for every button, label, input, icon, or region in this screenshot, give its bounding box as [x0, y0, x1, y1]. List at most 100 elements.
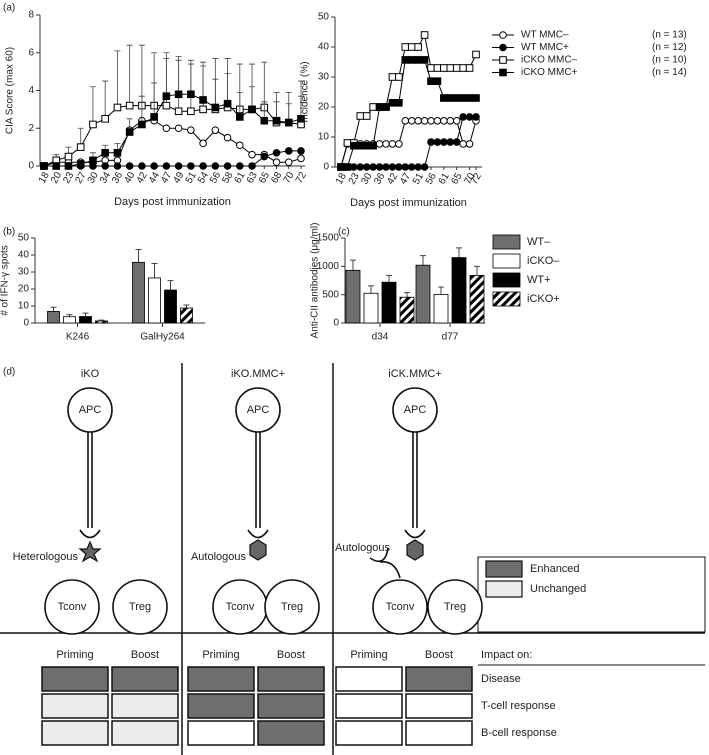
marker	[433, 117, 442, 125]
marker	[248, 150, 256, 159]
marker	[388, 163, 397, 171]
x-tick-label: d34	[372, 332, 389, 343]
marker	[162, 101, 171, 110]
x-tick-label: 70	[462, 171, 477, 187]
legend-label: Enhanced	[530, 563, 580, 575]
impact-cell	[41, 720, 109, 746]
y-tick-label: 50	[18, 233, 30, 244]
marker	[362, 112, 371, 120]
y-tick-label: 6	[28, 47, 34, 58]
x-tick-label: 51	[184, 170, 199, 186]
panel-label: (b)	[3, 227, 15, 238]
y-tick-label: 0	[28, 161, 34, 172]
marker	[433, 138, 442, 146]
y-tick-label: 8	[28, 10, 34, 21]
apc-label: APC	[404, 404, 427, 416]
marker	[395, 73, 403, 81]
treg-label: Treg	[281, 601, 303, 613]
marker	[260, 152, 269, 161]
treg-cell	[264, 579, 320, 635]
marker	[440, 94, 448, 102]
marker	[187, 90, 195, 99]
legend-label: WT–	[527, 236, 551, 248]
marker	[388, 99, 397, 107]
x-tick-label: 20	[49, 170, 64, 186]
marker	[211, 126, 220, 134]
marker	[407, 56, 416, 64]
marker	[452, 138, 461, 146]
impact-cell	[257, 666, 325, 692]
error-bar	[138, 95, 145, 125]
marker	[427, 117, 435, 125]
legend-label: WT MMC+	[521, 42, 569, 53]
marker	[297, 154, 305, 163]
marker	[427, 77, 435, 86]
y-tick-label: 30	[18, 267, 30, 278]
marker	[407, 163, 416, 171]
bar	[345, 269, 361, 324]
column-title: iKO.MMC+	[231, 368, 285, 380]
x-tick-label: d77	[442, 332, 459, 343]
marker	[174, 162, 183, 170]
treg-cell	[427, 579, 483, 635]
antigen-label: Autologous	[191, 551, 247, 563]
error-bar	[236, 91, 243, 117]
marker	[248, 105, 256, 114]
bar	[381, 281, 397, 324]
panel-label: (d)	[3, 367, 15, 378]
marker	[395, 140, 403, 148]
marker	[420, 31, 429, 39]
x-tick-label: 44	[147, 170, 162, 186]
marker	[362, 163, 371, 171]
marker	[369, 163, 377, 171]
marker	[272, 116, 281, 125]
legend-marker	[499, 68, 507, 77]
marker	[236, 162, 244, 170]
error-bar	[386, 274, 392, 283]
marker	[459, 64, 467, 72]
marker	[472, 113, 480, 121]
marker	[382, 163, 390, 171]
tconv-label: Tconv	[226, 601, 255, 613]
marker	[375, 140, 384, 148]
y-tick-label: 2	[28, 123, 34, 134]
x-tick-label: 65	[257, 170, 272, 186]
marker	[375, 103, 384, 111]
priming-header: Priming	[56, 649, 93, 661]
error-bar	[298, 80, 304, 119]
legend-swatch	[492, 253, 521, 269]
x-axis-label: Days post immunization	[350, 197, 467, 209]
y-tick-label: 500	[322, 289, 339, 300]
marker	[446, 64, 455, 72]
treg-label: Treg	[129, 601, 151, 613]
bar	[79, 316, 92, 324]
legend-note: (n = 10)	[652, 55, 687, 66]
x-tick-label: 63	[245, 170, 260, 186]
impact-cell	[111, 720, 179, 746]
boost-header: Boost	[425, 649, 453, 661]
marker	[138, 162, 146, 170]
impact-cell	[187, 693, 255, 719]
error-bar	[50, 306, 57, 312]
impact-cell	[257, 720, 325, 746]
legend-label: Unchanged	[530, 583, 586, 595]
marker	[64, 152, 73, 161]
x-tick-label: 68	[269, 170, 284, 186]
x-tick-label: 30	[360, 171, 375, 187]
error-bar	[167, 280, 174, 291]
error-bar	[183, 304, 190, 309]
error-bar	[404, 292, 410, 298]
error-bar	[163, 58, 170, 97]
bar	[399, 296, 415, 324]
marker	[369, 103, 377, 111]
marker	[362, 141, 371, 150]
bar	[180, 307, 193, 324]
marker	[150, 162, 158, 170]
legend-swatch	[485, 580, 523, 598]
impact-cell	[335, 693, 403, 719]
impact-cell	[335, 720, 403, 746]
marker	[459, 94, 467, 102]
marker	[369, 141, 377, 150]
marker	[187, 107, 195, 116]
